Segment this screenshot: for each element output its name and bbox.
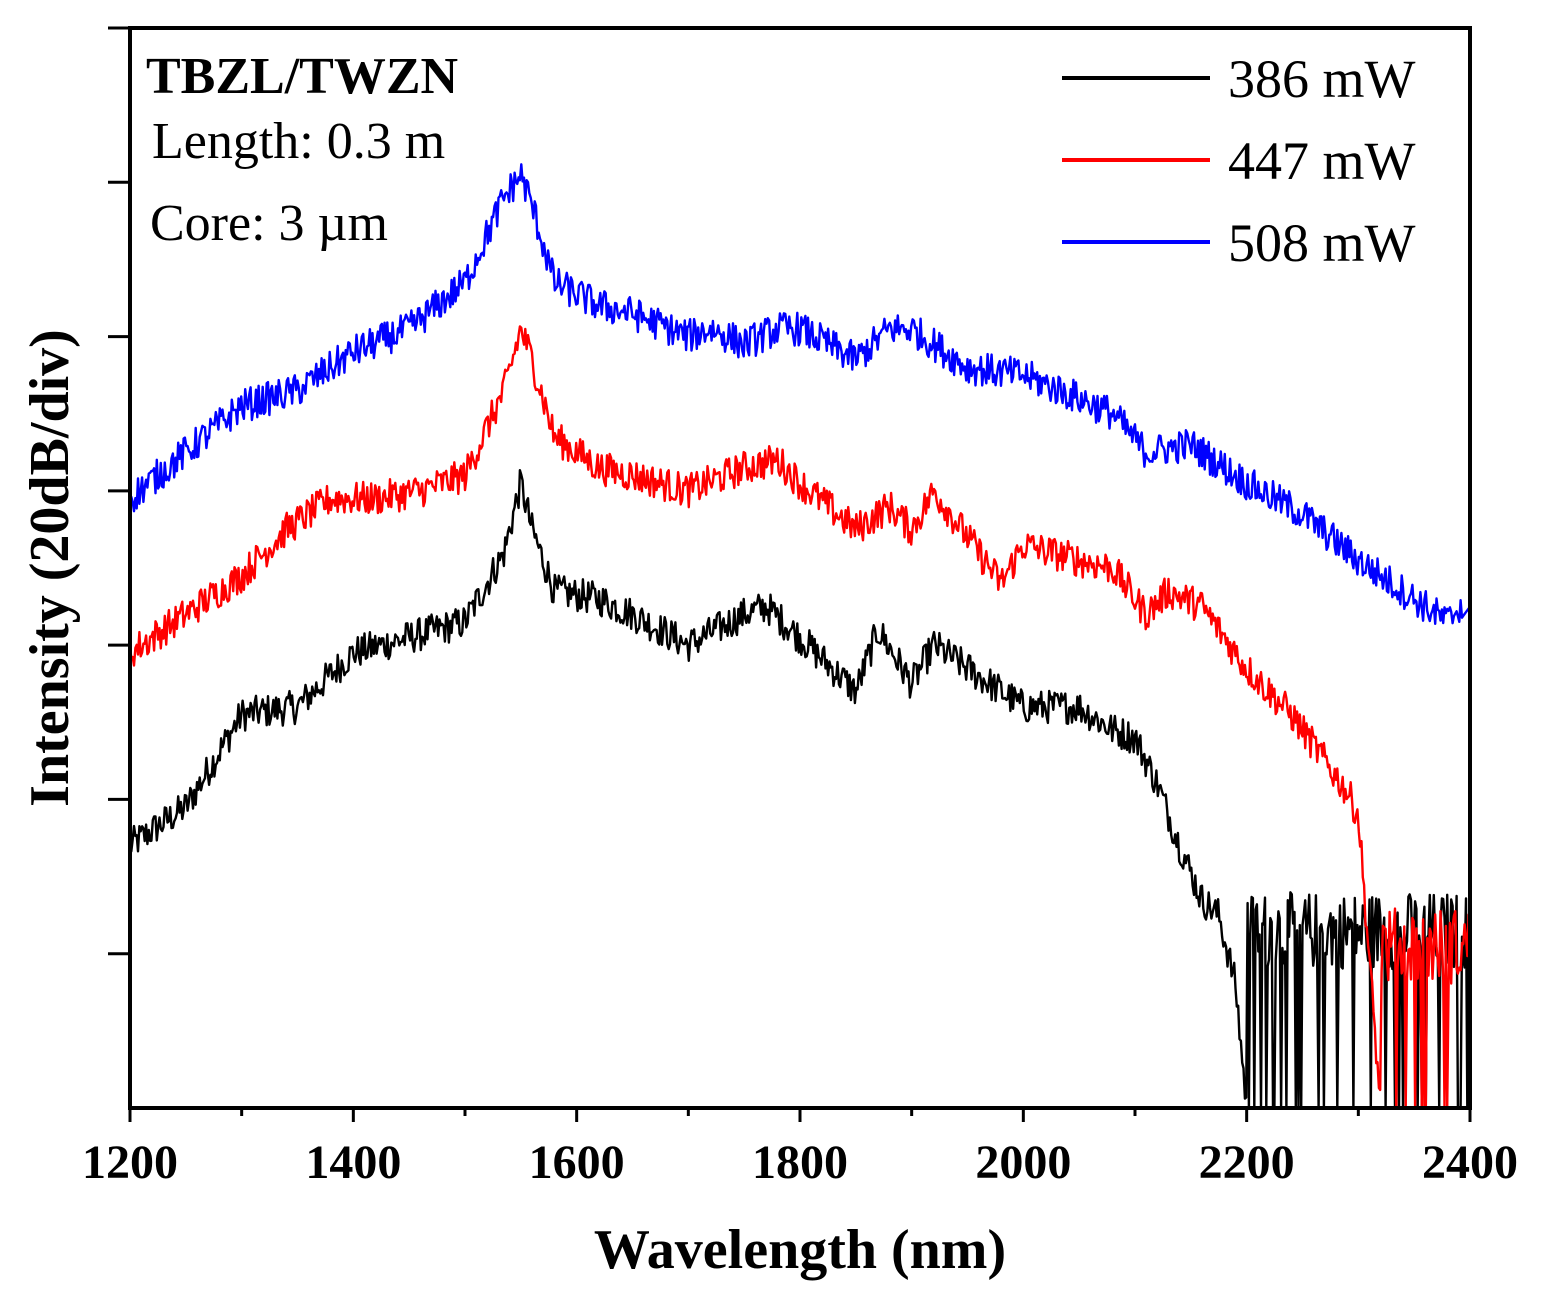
- annotation-core: Core: 3 µm: [150, 195, 388, 252]
- series-line-447-mw: [128, 325, 1472, 1110]
- x-tick-label: 1400: [305, 1136, 401, 1189]
- legend-label: 447 mW: [1228, 131, 1416, 191]
- legend: 386 mW 447 mW 508 mW: [1062, 49, 1416, 273]
- legend-label: 508 mW: [1228, 213, 1416, 273]
- x-tick-label: 1800: [752, 1136, 848, 1189]
- series-line-508-mw: [128, 163, 1471, 625]
- annotation-title: TBZL/TWZN: [146, 48, 458, 105]
- x-tick-label: 2400: [1422, 1136, 1518, 1189]
- x-axis-ticks: 1200 1400 1600 1800 2000 2200 2400: [82, 1108, 1518, 1189]
- x-tick-label: 1200: [82, 1136, 178, 1189]
- y-axis-ticks: [108, 26, 130, 956]
- y-axis-title: Intensity (20dB/div): [19, 329, 81, 807]
- annotation-length: Length: 0.3 m: [152, 113, 445, 170]
- x-tick-label: 2200: [1199, 1136, 1295, 1189]
- x-tick-label: 1600: [529, 1136, 625, 1189]
- legend-label: 386 mW: [1228, 49, 1416, 109]
- series-line-386-mw: [128, 469, 1472, 1110]
- x-axis-title: Wavelength (nm): [594, 1219, 1006, 1281]
- x-tick-label: 2000: [975, 1136, 1071, 1189]
